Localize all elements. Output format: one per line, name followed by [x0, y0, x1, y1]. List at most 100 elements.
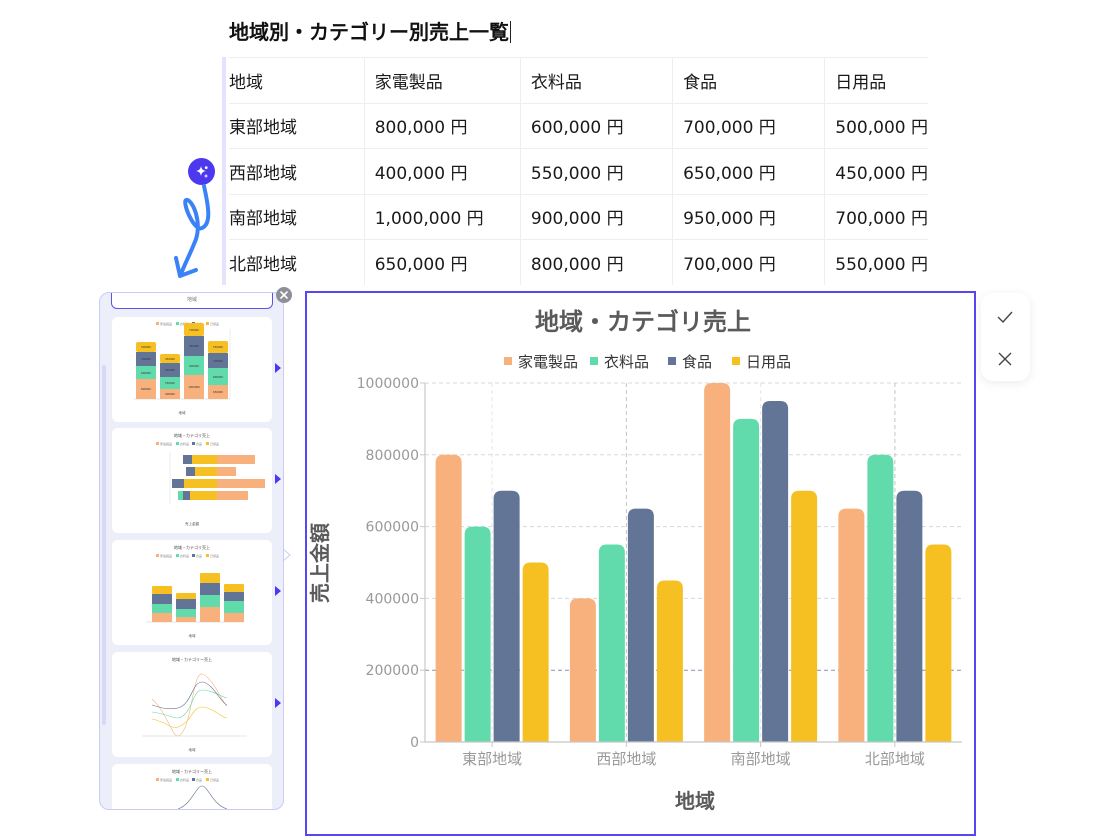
bar[interactable]	[925, 544, 952, 742]
svg-text:家電製品: 家電製品	[160, 321, 172, 326]
thumbnail-line-alt[interactable]: 地域・カテゴリー売上 家電製品 衣料品 食品 日用品	[112, 764, 272, 809]
sparkle-icon	[195, 165, 208, 177]
x-tick-label: 北部地域	[865, 750, 925, 768]
bar[interactable]	[598, 544, 625, 742]
bar[interactable]	[733, 418, 760, 742]
bar[interactable]	[762, 400, 789, 742]
bar[interactable]	[791, 490, 818, 742]
x-tick-label: 西部地域	[596, 750, 656, 768]
svg-text:550000: 550000	[213, 345, 223, 349]
table-cell[interactable]: 500,000 円	[824, 102, 928, 149]
bar[interactable]	[896, 490, 923, 742]
table-cell[interactable]: 400,000 円	[364, 148, 521, 195]
table-cell[interactable]: 700,000 円	[672, 239, 826, 285]
table-row: 北部地域 650,000 円 800,000 円 700,000 円 550,0…	[229, 239, 928, 285]
text-caret	[510, 21, 511, 43]
legend-swatch	[504, 357, 512, 365]
x-tick-label: 東部地域	[462, 750, 522, 768]
apply-thumbnail-2-icon[interactable]	[275, 474, 281, 484]
chart-actions	[981, 293, 1030, 381]
svg-text:650000: 650000	[165, 368, 175, 372]
thumbnail-partial[interactable]: 地域	[111, 293, 273, 309]
table-cell[interactable]: 800,000 円	[520, 239, 674, 285]
legend-label[interactable]: 日用品	[746, 353, 791, 371]
apply-thumbnail-1-icon[interactable]	[275, 363, 281, 373]
bar[interactable]	[838, 508, 865, 742]
table-cell[interactable]: 650,000 円	[672, 148, 826, 195]
chart-suggestions-panel[interactable]: 地域 家電製品 衣料品 食品 日用品 800000 600000 700000 500…	[99, 292, 284, 810]
svg-text:400000: 400000	[165, 392, 175, 396]
svg-text:500000: 500000	[141, 345, 151, 349]
check-icon	[997, 311, 1013, 324]
table-cell[interactable]: 800,000 円	[364, 102, 521, 149]
table-cell[interactable]: 550,000 円	[520, 148, 674, 195]
table-cell[interactable]: 600,000 円	[520, 102, 674, 149]
legend-label[interactable]: 家電製品	[518, 353, 578, 371]
svg-text:地域: 地域	[189, 633, 196, 638]
bar[interactable]	[522, 562, 549, 743]
table-cell[interactable]: 700,000 円	[672, 102, 826, 149]
thumbnail-chart: 地域・カテゴリ売上 家電製品 衣料品 食品 日用品 地域	[146, 544, 244, 638]
thumbnail-horizontal-bar[interactable]: 地域・カテゴリ売上 家電製品 衣料品 食品 日用品 売上金額	[112, 428, 272, 533]
apply-thumbnail-3-icon[interactable]	[275, 586, 281, 596]
close-icon	[280, 291, 288, 299]
bar[interactable]	[656, 580, 683, 742]
reject-button[interactable]	[993, 347, 1017, 371]
thumbnail-chart: 家電製品 衣料品 食品 日用品 800000600000700000500000…	[134, 321, 231, 415]
svg-text:550000: 550000	[165, 381, 175, 385]
x-axis-label: 地域	[675, 789, 715, 813]
legend-label[interactable]: 衣料品	[604, 353, 649, 371]
svg-text:家電製品: 家電製品	[160, 553, 172, 558]
table-cell[interactable]: 北部地域	[229, 239, 365, 285]
curly-arrow-icon	[174, 184, 211, 278]
apply-thumbnail-4-icon[interactable]	[275, 698, 281, 708]
table-cell[interactable]: 西部地域	[229, 148, 365, 195]
thumbnail-stacked-bar[interactable]: 地域・カテゴリ売上 家電製品 衣料品 食品 日用品 地域	[112, 540, 272, 645]
table-cell[interactable]: 700,000 円	[824, 193, 928, 240]
close-panel-button[interactable]	[276, 287, 292, 303]
svg-text:日用品: 日用品	[210, 322, 219, 326]
chart-grid	[425, 382, 962, 742]
thumbnail-stacked-bar-labeled[interactable]: 家電製品 衣料品 食品 日用品 800000600000700000500000…	[112, 317, 272, 422]
table-cell[interactable]: 650,000 円	[364, 239, 521, 285]
table-cell[interactable]: 東部地域	[229, 102, 365, 149]
table-header-cell[interactable]: 地域	[229, 57, 365, 104]
accept-button[interactable]	[993, 305, 1017, 329]
chart-preview[interactable]: 地域・カテゴリ売上 家電製品 衣料品 食品 日用品 0 200000 400000 6000…	[305, 291, 976, 836]
table-header-cell[interactable]: 日用品	[824, 57, 928, 104]
bar[interactable]	[627, 508, 654, 742]
ai-assistant-button[interactable]	[188, 158, 215, 185]
svg-text:地域: 地域	[179, 410, 186, 415]
panel-scrollbar[interactable]	[102, 365, 106, 725]
legend-label[interactable]: 食品	[682, 353, 712, 371]
table-header-cell[interactable]: 家電製品	[364, 57, 521, 104]
bar[interactable]	[493, 490, 520, 742]
svg-text:地域・カテゴリ売上: 地域・カテゴリ売上	[174, 432, 210, 438]
table-header-cell[interactable]: 食品	[672, 57, 826, 104]
table-cell[interactable]: 450,000 円	[824, 148, 928, 195]
table-cell[interactable]: 900,000 円	[520, 193, 674, 240]
bar-chart: 地域・カテゴリ売上 家電製品 衣料品 食品 日用品 0 200000 400000 6000…	[308, 308, 962, 813]
bar[interactable]	[435, 454, 462, 742]
thumbnail-line[interactable]: 地域・カテゴリー売上 地域	[112, 652, 272, 757]
chart-title: 地域・カテゴリ売上	[535, 308, 751, 336]
table-cell[interactable]: 950,000 円	[672, 193, 826, 240]
table-cell[interactable]: 550,000 円	[824, 239, 928, 285]
bar[interactable]	[867, 454, 894, 742]
bar[interactable]	[704, 383, 731, 742]
chart-axes: 0 200000 400000 600000 800000 1000000 東部地域 西部地域…	[357, 376, 962, 768]
y-tick-label: 600000	[366, 520, 419, 536]
svg-text:800000: 800000	[213, 375, 223, 379]
bar[interactable]	[464, 526, 491, 742]
svg-text:700000: 700000	[141, 357, 151, 361]
thumbnail-chart: 地域・カテゴリー売上 家電製品 衣料品 食品 日用品	[156, 768, 228, 809]
chart-legend: 家電製品 衣料品 食品 日用品	[504, 353, 791, 371]
y-axis-label: 売上金額	[308, 523, 332, 603]
table-cell[interactable]: 南部地域	[229, 193, 365, 240]
table-cell[interactable]: 1,000,000 円	[364, 193, 521, 240]
document-title[interactable]: 地域別・カテゴリー別売上一覧	[229, 16, 511, 45]
svg-text:1000000: 1000000	[188, 385, 200, 389]
svg-text:950000: 950000	[189, 344, 199, 348]
bar[interactable]	[569, 598, 596, 742]
table-header-cell[interactable]: 衣料品	[520, 57, 674, 104]
